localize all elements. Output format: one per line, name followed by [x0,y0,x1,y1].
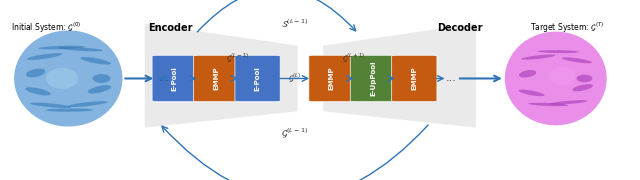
FancyBboxPatch shape [392,55,437,102]
Text: EMMP: EMMP [412,67,417,90]
Polygon shape [145,23,298,128]
Text: EMMP: EMMP [213,67,219,90]
Text: E-Pool: E-Pool [172,66,178,91]
Ellipse shape [26,69,45,77]
FancyBboxPatch shape [152,55,197,102]
Text: Decoder: Decoder [437,23,483,33]
Ellipse shape [528,103,568,106]
Text: Target System: $\mathcal{G}^{(T)}$: Target System: $\mathcal{G}^{(T)}$ [531,21,605,35]
Ellipse shape [572,84,593,91]
Ellipse shape [562,57,592,63]
Ellipse shape [68,101,108,107]
Ellipse shape [14,30,122,127]
Text: ...: ... [446,73,457,84]
FancyBboxPatch shape [350,55,396,102]
Text: $\mathcal{S}^{(L-1)}$: $\mathcal{S}^{(L-1)}$ [281,17,308,30]
Ellipse shape [81,57,111,65]
Polygon shape [323,23,476,128]
FancyBboxPatch shape [193,55,239,102]
Ellipse shape [518,90,545,96]
Text: $\mathcal{G}^{(L-1)}$: $\mathcal{G}^{(L-1)}$ [281,127,308,140]
Ellipse shape [519,70,536,78]
Text: $\mathcal{G}^{(L+1)}$: $\mathcal{G}^{(L+1)}$ [342,52,365,65]
Ellipse shape [27,53,62,60]
Ellipse shape [550,100,588,105]
Ellipse shape [521,55,556,60]
Ellipse shape [30,103,72,108]
FancyBboxPatch shape [235,55,280,102]
Text: Initial System: $\mathcal{G}^{(0)}$: Initial System: $\mathcal{G}^{(0)}$ [11,21,81,35]
Text: EMMP: EMMP [328,67,335,90]
Ellipse shape [26,87,51,95]
Ellipse shape [88,85,111,93]
Text: $\mathcal{G}^{(L-1)}$: $\mathcal{G}^{(L-1)}$ [225,52,249,65]
Ellipse shape [505,32,607,125]
Ellipse shape [93,74,110,83]
Text: $\mathcal{G}^{(L)}$: $\mathcal{G}^{(L)}$ [288,72,301,85]
FancyBboxPatch shape [309,55,354,102]
Ellipse shape [46,68,78,89]
Ellipse shape [538,50,579,53]
Ellipse shape [577,75,593,82]
Text: E-Pool: E-Pool [255,66,260,91]
Ellipse shape [58,47,103,51]
Ellipse shape [45,108,93,112]
Text: Encoder: Encoder [148,23,193,33]
Text: ...: ... [159,73,170,84]
Ellipse shape [549,67,575,85]
Ellipse shape [38,46,85,49]
Text: E-UpPool: E-UpPool [370,61,376,96]
